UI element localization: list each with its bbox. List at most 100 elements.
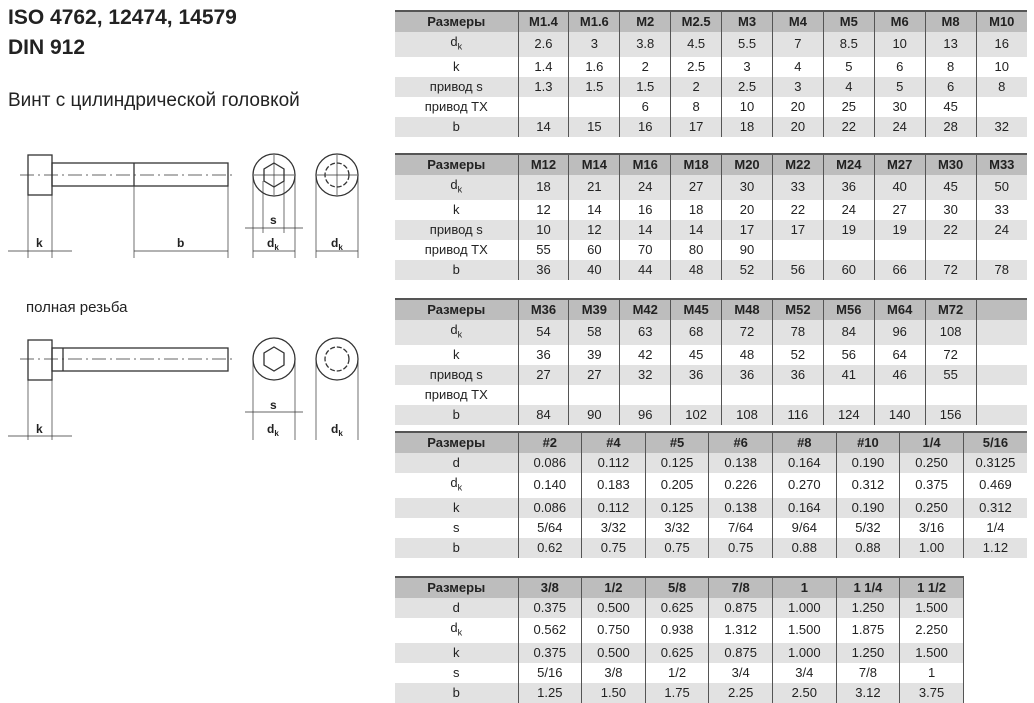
column-header: M16 [619, 153, 671, 175]
table-cell: 28 [924, 116, 977, 137]
table-cell: 2 [670, 76, 722, 97]
table-cell: 72 [924, 344, 977, 365]
column-header: M18 [670, 153, 722, 175]
table-cell: 19 [822, 219, 875, 240]
table-cell: 108 [924, 320, 977, 345]
table-cell: 80 [670, 239, 722, 260]
table-cell: 32 [619, 364, 671, 385]
column-header: #6 [708, 431, 773, 453]
table-cell: 50 [975, 175, 1027, 200]
table-cell [771, 239, 824, 260]
table-cell [619, 384, 671, 405]
table-cell [568, 384, 620, 405]
table-cell: 55 [924, 364, 977, 385]
table-cell: 3/4 [708, 662, 773, 683]
column-header: M2 [619, 10, 671, 32]
table-cell: 0.500 [581, 598, 646, 618]
table-row: d 0.375 0.500 0.625 0.875 1.000 1.250 1.500 [395, 598, 1027, 618]
table-cell: 45 [924, 175, 977, 200]
table-cell: 2.6 [517, 32, 569, 57]
table-cell: 15 [568, 116, 620, 137]
table-cell: 84 [517, 404, 569, 425]
column-header: M10 [975, 10, 1027, 32]
column-header: M14 [568, 153, 620, 175]
table-cell: 0.086 [517, 453, 582, 473]
table-row: привод s 1.3 1.5 1.5 2 2.5 3 4 5 6 8 [395, 76, 1027, 97]
column-header: M24 [822, 153, 875, 175]
table-cell: 3 [568, 32, 620, 57]
table-cell [975, 364, 1027, 385]
table-header-row: Размеры 3/8 1/2 5/8 7/8 1 1 1/4 1 1/2 [395, 576, 1027, 598]
column-header: 5/8 [644, 576, 709, 598]
table-cell: 10 [517, 219, 569, 240]
table-row: k 36 39 42 45 48 52 56 64 72 [395, 344, 1027, 365]
table-cell: 0.190 [835, 497, 900, 518]
table-cell: 0.625 [644, 598, 709, 618]
column-header: M42 [619, 298, 671, 320]
table-cell: 8 [975, 76, 1027, 97]
row-label: dk [450, 475, 463, 493]
table-row: dk 54 58 63 68 72 78 84 96 108 [395, 320, 1027, 345]
table-cell: 16 [619, 116, 671, 137]
table-row: k 1.4 1.6 2 2.5 3 4 5 6 8 10 [395, 56, 1027, 77]
table-cell: 13 [924, 32, 977, 57]
table-cell: 22 [924, 219, 977, 240]
column-header: M6 [873, 10, 926, 32]
table-cell: 68 [670, 320, 722, 345]
table-cell: 30 [924, 199, 977, 220]
table-cell: 2.5 [721, 76, 773, 97]
table-cell: 14 [619, 219, 671, 240]
column-header: M20 [721, 153, 773, 175]
table-cell: 3.75 [899, 682, 964, 703]
row-label: k [395, 642, 518, 663]
table-cell: 0.75 [644, 537, 709, 558]
table-header-row: Размеры M1.4 M1.6 M2 M2.5 M3 M4 M5 M6 M8 M10 [395, 10, 1027, 32]
table-cell: 0.625 [644, 642, 709, 663]
table-cell: 10 [975, 56, 1027, 77]
table-cell: 6 [619, 96, 671, 117]
table-cell: 39 [568, 344, 620, 365]
column-header: Размеры [395, 10, 519, 32]
dim-dk-label: dk [267, 422, 279, 438]
table-cell: 0.875 [708, 598, 773, 618]
table-cell: 1.000 [772, 598, 837, 618]
column-header: #4 [581, 431, 646, 453]
column-header: Размеры [395, 153, 519, 175]
table-cell: 1.312 [708, 618, 773, 643]
row-label: привод s [395, 364, 519, 385]
table-cell [975, 384, 1027, 405]
column-header: Размеры [395, 298, 519, 320]
table-row: dk 18 21 24 27 30 33 36 40 45 50 [395, 175, 1027, 200]
table-cell: 2 [619, 56, 671, 77]
table-cell: 10 [721, 96, 773, 117]
row-label: привод s [395, 76, 519, 97]
table-cell: 0.375 [899, 473, 964, 498]
table-cell: 3 [721, 56, 773, 77]
table-cell: 124 [822, 404, 875, 425]
table-cell: 0.375 [517, 642, 582, 663]
full-thread-label: полная резьба [26, 299, 128, 316]
table-cell: 6 [873, 56, 926, 77]
table-cell: 140 [873, 404, 926, 425]
table-cell: 14 [568, 199, 620, 220]
table-cell: 0.88 [835, 537, 900, 558]
table-cell: 24 [975, 219, 1027, 240]
empty-cell [962, 642, 1027, 663]
row-label: b [395, 259, 519, 280]
column-header: 1/2 [581, 576, 646, 598]
table-cell: 0.112 [581, 497, 646, 518]
table-cell: 10 [873, 32, 926, 57]
table-cell: 84 [822, 320, 875, 345]
table-cell: 1.250 [835, 598, 900, 618]
table-cell: 1.250 [835, 642, 900, 663]
row-label: k [395, 497, 518, 518]
empty-cell [962, 577, 1027, 598]
table-cell: 0.125 [644, 497, 709, 518]
table-cell [568, 96, 620, 117]
table-cell: 0.086 [517, 497, 582, 518]
table-cell: 33 [771, 175, 824, 200]
table-cell: 0.140 [517, 473, 582, 498]
column-header: M4 [771, 10, 824, 32]
column-header: M3 [721, 10, 773, 32]
table-cell: 0.270 [772, 473, 837, 498]
